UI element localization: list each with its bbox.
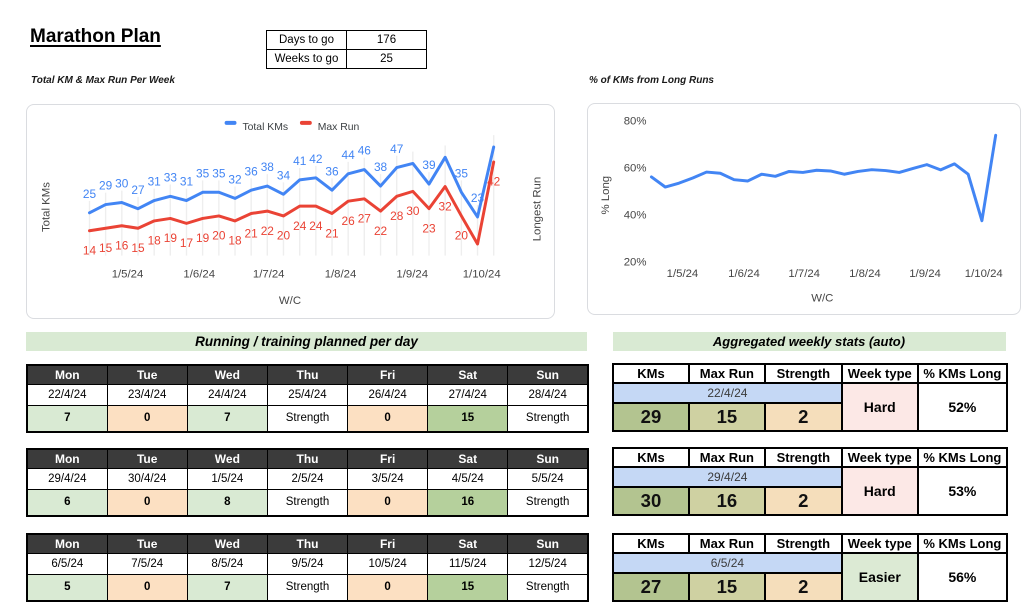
- svg-text:% Long: % Long: [600, 176, 612, 215]
- svg-text:15: 15: [131, 241, 145, 255]
- svg-text:1/8/24: 1/8/24: [849, 268, 881, 280]
- svg-text:20: 20: [455, 229, 469, 243]
- svg-text:35: 35: [196, 166, 210, 180]
- svg-text:1/9/24: 1/9/24: [909, 268, 941, 280]
- svg-text:19: 19: [164, 231, 178, 245]
- svg-text:23: 23: [471, 191, 485, 205]
- svg-text:25: 25: [83, 187, 97, 201]
- svg-text:20%: 20%: [624, 257, 647, 269]
- svg-text:Total KMs: Total KMs: [242, 122, 288, 133]
- svg-text:21: 21: [245, 226, 259, 240]
- svg-text:Longest Run: Longest Run: [532, 177, 544, 242]
- svg-text:1/5/24: 1/5/24: [112, 268, 144, 280]
- svg-text:34: 34: [277, 168, 291, 182]
- svg-text:1/9/24: 1/9/24: [396, 268, 428, 280]
- svg-text:27: 27: [131, 183, 144, 197]
- svg-text:20: 20: [212, 229, 226, 243]
- svg-text:1/8/24: 1/8/24: [325, 268, 357, 280]
- svg-text:80%: 80%: [624, 115, 647, 127]
- svg-text:1/10/24: 1/10/24: [965, 268, 1003, 280]
- svg-text:21: 21: [325, 226, 339, 240]
- svg-text:32: 32: [439, 199, 452, 213]
- svg-text:1/7/24: 1/7/24: [788, 268, 820, 280]
- svg-text:44: 44: [342, 148, 356, 162]
- svg-text:27: 27: [358, 212, 371, 226]
- svg-text:42: 42: [309, 152, 322, 166]
- svg-text:36: 36: [245, 164, 259, 178]
- svg-text:31: 31: [180, 175, 194, 189]
- svg-text:18: 18: [148, 234, 162, 248]
- svg-text:46: 46: [358, 144, 372, 158]
- svg-text:33: 33: [164, 170, 178, 184]
- svg-text:35: 35: [455, 166, 469, 180]
- svg-text:16: 16: [115, 239, 129, 253]
- svg-text:35: 35: [212, 166, 226, 180]
- svg-text:26: 26: [342, 214, 356, 228]
- svg-text:39: 39: [422, 158, 436, 172]
- svg-text:22: 22: [374, 224, 387, 238]
- svg-text:19: 19: [196, 231, 210, 245]
- svg-text:1/5/24: 1/5/24: [667, 268, 699, 280]
- svg-text:1/7/24: 1/7/24: [253, 268, 285, 280]
- svg-text:38: 38: [261, 160, 275, 174]
- svg-text:20: 20: [277, 229, 291, 243]
- svg-text:40%: 40%: [624, 210, 647, 222]
- svg-text:32: 32: [228, 173, 241, 187]
- svg-text:1/10/24: 1/10/24: [463, 268, 501, 280]
- svg-text:18: 18: [228, 234, 242, 248]
- svg-text:41: 41: [293, 154, 307, 168]
- svg-text:1/6/24: 1/6/24: [728, 268, 760, 280]
- svg-text:1/6/24: 1/6/24: [183, 268, 215, 280]
- svg-text:30: 30: [115, 177, 129, 191]
- svg-text:42: 42: [487, 175, 500, 189]
- svg-text:31: 31: [148, 175, 162, 189]
- svg-text:Max Run: Max Run: [318, 122, 360, 133]
- svg-text:30: 30: [406, 204, 420, 218]
- svg-text:60%: 60%: [624, 162, 647, 174]
- svg-text:47: 47: [390, 142, 403, 156]
- svg-text:17: 17: [180, 236, 193, 250]
- svg-text:24: 24: [293, 219, 307, 233]
- svg-text:29: 29: [99, 179, 113, 193]
- svg-text:24: 24: [309, 219, 323, 233]
- svg-text:W/C: W/C: [279, 295, 301, 307]
- svg-text:W/C: W/C: [811, 293, 833, 305]
- svg-text:38: 38: [374, 160, 388, 174]
- svg-text:36: 36: [325, 164, 339, 178]
- svg-text:Total KMs: Total KMs: [40, 182, 52, 232]
- svg-text:22: 22: [261, 224, 274, 238]
- svg-text:15: 15: [99, 241, 113, 255]
- svg-text:14: 14: [83, 243, 97, 257]
- svg-text:23: 23: [422, 221, 436, 235]
- svg-text:28: 28: [390, 209, 404, 223]
